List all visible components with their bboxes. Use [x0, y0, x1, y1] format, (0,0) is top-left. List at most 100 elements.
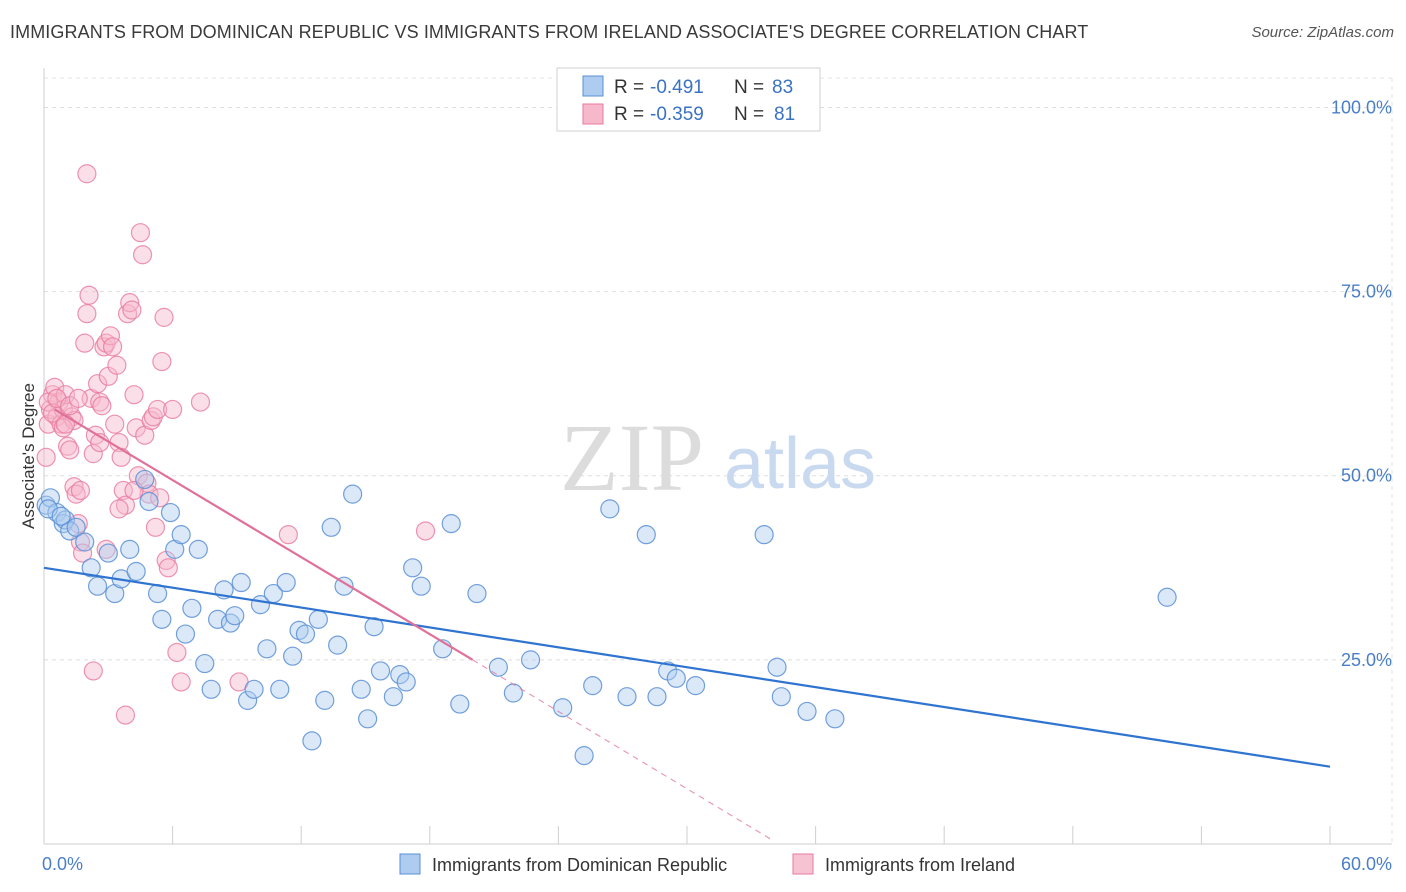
- dominican-point: [195, 653, 215, 674]
- dominican-point: [343, 484, 363, 504]
- dominican-point: [135, 469, 155, 490]
- ireland-point: [70, 480, 91, 501]
- pink-swatch: [582, 103, 604, 125]
- dominican-point: [797, 701, 817, 722]
- ireland-point: [64, 477, 84, 497]
- dominican-point: [617, 687, 637, 707]
- blue-swatch: [582, 75, 604, 97]
- dominican-point: [364, 617, 384, 637]
- blue-n-label: N =: [734, 77, 764, 98]
- dominican-point: [488, 657, 508, 677]
- ireland-point: [109, 499, 129, 519]
- dominican-point: [75, 532, 95, 552]
- grid-lines: [44, 77, 1393, 844]
- dominican-point: [321, 517, 341, 537]
- dominican-point: [503, 683, 523, 703]
- ireland-point: [83, 444, 103, 464]
- x-tick-label: 60.0%: [1341, 854, 1392, 874]
- ireland-point: [105, 414, 125, 434]
- dominican-point: [351, 679, 371, 699]
- dominican-point: [120, 539, 140, 559]
- ireland-point: [145, 517, 166, 537]
- dominican-point: [276, 572, 296, 593]
- ireland-point: [167, 642, 187, 663]
- dominican-point: [1157, 587, 1177, 607]
- dominican-point: [825, 709, 845, 729]
- trend-lines: [43, 408, 1331, 841]
- ireland-point: [55, 414, 76, 434]
- dominican-point: [270, 679, 290, 699]
- dominican-point: [295, 624, 316, 644]
- dominican-point: [238, 690, 258, 710]
- dominican-point: [87, 576, 108, 596]
- dominican-point: [139, 491, 159, 512]
- dominican-point: [370, 661, 391, 681]
- dominican-point: [441, 514, 461, 534]
- watermark-atlas: atlas: [724, 424, 876, 504]
- dominican-point: [308, 609, 328, 629]
- ireland-point: [152, 351, 172, 372]
- ireland-point: [154, 307, 174, 327]
- ireland-point: [415, 521, 436, 541]
- y-axis-title: Associate's Degree: [19, 383, 38, 529]
- ireland-point: [115, 495, 136, 515]
- ireland-point: [278, 525, 298, 545]
- ireland-point: [150, 488, 170, 508]
- dominican-point: [231, 572, 251, 593]
- y-tick-label: 25.0%: [1341, 650, 1392, 670]
- dominican-point: [600, 499, 620, 519]
- ireland-point: [130, 223, 151, 243]
- dominican-point: [51, 506, 71, 526]
- ireland-point: [68, 388, 88, 408]
- ireland-point: [83, 661, 103, 681]
- ireland-point: [92, 396, 112, 416]
- dominican-point: [685, 676, 706, 696]
- ireland-points: [36, 164, 436, 725]
- ireland-point: [124, 385, 144, 405]
- dominican-point: [244, 679, 264, 699]
- y-tick-label: 50.0%: [1341, 466, 1392, 486]
- dominican-point: [283, 646, 303, 666]
- ireland-point: [190, 392, 211, 412]
- dominican-point: [201, 679, 221, 699]
- dominican-point: [315, 690, 335, 710]
- dominican-point: [553, 698, 573, 718]
- ireland-point: [122, 300, 142, 320]
- dominican-point: [98, 543, 118, 563]
- dominican-points: [36, 469, 1177, 766]
- ireland-point: [36, 447, 56, 467]
- ireland-point: [139, 484, 159, 504]
- dominican-point: [152, 609, 172, 629]
- dominican-point: [771, 687, 791, 707]
- ireland-point: [171, 672, 191, 692]
- dominican-point: [81, 558, 101, 578]
- dominican-point: [188, 539, 208, 559]
- dominican-point: [289, 620, 309, 641]
- y-tick-labels: 25.0% 50.0% 75.0% 100.0%: [1331, 97, 1392, 669]
- bottom-legend: Immigrants from Dominican Republic Immig…: [399, 853, 1015, 875]
- dominican-point: [383, 687, 403, 707]
- ireland-point: [113, 480, 133, 501]
- pink-n-label: N =: [734, 104, 764, 125]
- dominican-point: [636, 525, 656, 545]
- dominican-point: [403, 558, 423, 578]
- ireland-point: [132, 245, 153, 265]
- dominican-point: [467, 583, 487, 604]
- dominican-point: [334, 576, 354, 596]
- dominican-point: [175, 624, 196, 644]
- legend-swatch-dominican: [399, 853, 421, 875]
- dominican-point: [60, 521, 80, 541]
- dominican-point: [126, 561, 146, 582]
- dominican-point: [666, 668, 686, 688]
- x-tick-label: 0.0%: [42, 854, 83, 874]
- y-tick-label: 75.0%: [1341, 282, 1392, 302]
- chart-title: IMMIGRANTS FROM DOMINICAN REPUBLIC VS IM…: [10, 22, 1089, 42]
- watermark-zip: ZIP: [560, 404, 704, 511]
- ireland-point: [147, 399, 168, 420]
- dominican-point: [754, 525, 774, 545]
- dominican-point: [396, 672, 416, 692]
- source-label: Source: ZipAtlas.com: [1251, 24, 1394, 41]
- ireland-point: [77, 304, 97, 324]
- dominican-point: [647, 687, 667, 707]
